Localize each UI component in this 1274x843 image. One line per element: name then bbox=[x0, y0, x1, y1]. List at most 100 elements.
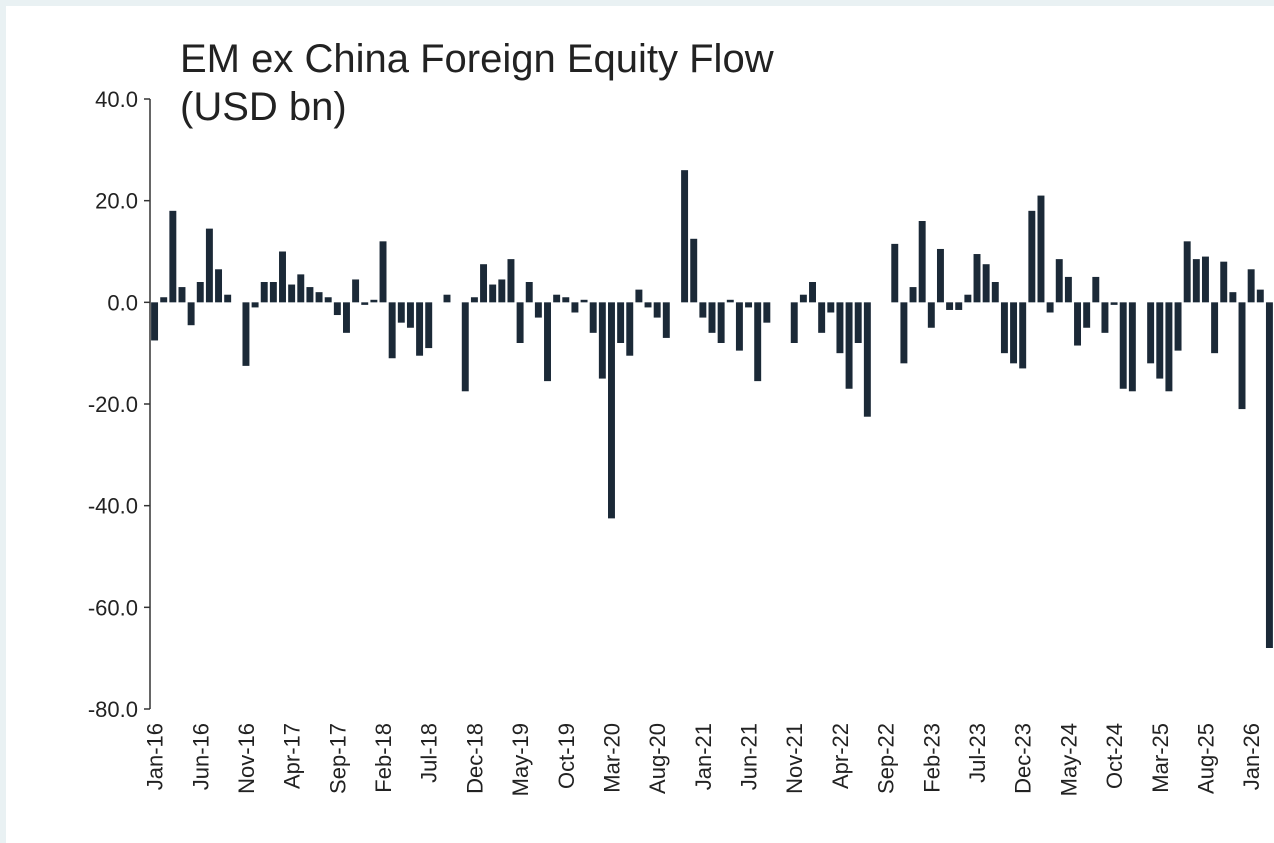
bar bbox=[397, 302, 405, 323]
bar bbox=[251, 302, 259, 308]
bar bbox=[1000, 302, 1008, 354]
bar bbox=[964, 294, 972, 303]
bar bbox=[187, 302, 195, 326]
bar bbox=[845, 302, 853, 389]
bar bbox=[1174, 302, 1182, 351]
bar bbox=[361, 302, 369, 305]
bar bbox=[288, 284, 296, 303]
bar bbox=[580, 299, 588, 303]
y-tick-label: -40.0 bbox=[88, 494, 138, 519]
bar bbox=[918, 221, 926, 303]
bar bbox=[818, 302, 826, 333]
bar bbox=[461, 302, 469, 392]
bar bbox=[562, 297, 570, 303]
bar bbox=[589, 302, 597, 333]
bar bbox=[525, 282, 533, 303]
bar bbox=[863, 302, 871, 417]
bar bbox=[1265, 302, 1273, 648]
bar bbox=[534, 302, 542, 318]
bar bbox=[544, 302, 551, 382]
x-tick-label: Jan-16 bbox=[143, 723, 168, 790]
bar bbox=[900, 302, 908, 364]
bar bbox=[626, 302, 634, 356]
x-tick-label: Feb-18 bbox=[371, 723, 396, 793]
bar bbox=[406, 302, 414, 328]
bar bbox=[1156, 302, 1164, 379]
bar bbox=[598, 302, 606, 379]
x-tick-label: Feb-23 bbox=[919, 723, 944, 793]
x-tick-label: Jul-23 bbox=[965, 723, 990, 783]
bar bbox=[1046, 302, 1054, 313]
bar bbox=[1083, 302, 1091, 328]
chart-subtitle: (USD bn) bbox=[180, 85, 347, 129]
bar bbox=[196, 282, 204, 303]
bar bbox=[790, 302, 798, 343]
bar bbox=[745, 302, 753, 308]
x-tick-label: Jul-18 bbox=[417, 723, 442, 783]
x-tick-label: Mar-20 bbox=[599, 723, 624, 793]
bar bbox=[324, 297, 332, 303]
bar bbox=[973, 254, 981, 303]
x-tick-label: May-19 bbox=[508, 723, 533, 796]
bar bbox=[1119, 302, 1127, 389]
bar bbox=[370, 299, 378, 303]
bar bbox=[224, 294, 232, 303]
bar bbox=[946, 302, 954, 310]
bar bbox=[498, 279, 506, 303]
bar bbox=[1074, 302, 1082, 346]
chart-frame: EM ex China Foreign Equity Flow (USD bn)… bbox=[6, 6, 1274, 843]
bar bbox=[1037, 195, 1045, 303]
bar bbox=[178, 287, 186, 303]
bar bbox=[160, 297, 168, 303]
x-tick-label: Nov-16 bbox=[234, 723, 259, 794]
bar bbox=[735, 302, 743, 351]
bar bbox=[242, 302, 250, 366]
x-tick-label: Apr-22 bbox=[828, 723, 853, 789]
x-tick-label: May-24 bbox=[1056, 723, 1081, 796]
bar bbox=[315, 292, 323, 303]
bar bbox=[1211, 302, 1219, 354]
bar bbox=[1247, 269, 1255, 303]
y-tick-label: 0.0 bbox=[107, 290, 138, 315]
bar bbox=[571, 302, 579, 313]
x-tick-label: Dec-18 bbox=[462, 723, 487, 794]
bar bbox=[151, 302, 159, 341]
bar bbox=[799, 294, 807, 303]
bar bbox=[1128, 302, 1136, 392]
bar bbox=[827, 302, 835, 313]
bar bbox=[1165, 302, 1173, 392]
bar bbox=[480, 264, 488, 303]
x-tick-label: Jun-21 bbox=[737, 723, 762, 790]
bar bbox=[416, 302, 424, 356]
bar bbox=[1147, 302, 1155, 364]
chart-title: EM ex China Foreign Equity Flow bbox=[180, 37, 774, 81]
bar bbox=[909, 287, 917, 303]
bar bbox=[1028, 210, 1036, 303]
bar bbox=[1238, 302, 1246, 410]
bar bbox=[489, 284, 497, 303]
x-tick-label: Jan-21 bbox=[691, 723, 716, 790]
bar bbox=[205, 228, 213, 303]
bar bbox=[297, 274, 305, 303]
bar bbox=[891, 243, 899, 303]
bar bbox=[1192, 259, 1200, 303]
bar bbox=[269, 282, 277, 303]
bar bbox=[388, 302, 396, 359]
bar bbox=[1110, 302, 1118, 305]
x-tick-label: Aug-20 bbox=[645, 723, 670, 794]
bar bbox=[1229, 292, 1237, 303]
x-tick-label: Oct-24 bbox=[1102, 723, 1127, 789]
bar bbox=[1055, 259, 1063, 303]
bar bbox=[1201, 256, 1209, 303]
bar bbox=[1019, 302, 1027, 369]
bar bbox=[708, 302, 716, 333]
bar bbox=[635, 289, 643, 303]
bar bbox=[754, 302, 762, 382]
bar bbox=[936, 248, 944, 303]
x-tick-label: Aug-25 bbox=[1193, 723, 1218, 794]
bar bbox=[617, 302, 625, 343]
bar bbox=[169, 210, 177, 303]
bar bbox=[1064, 276, 1072, 303]
bar bbox=[1183, 241, 1191, 303]
bar bbox=[927, 302, 935, 328]
